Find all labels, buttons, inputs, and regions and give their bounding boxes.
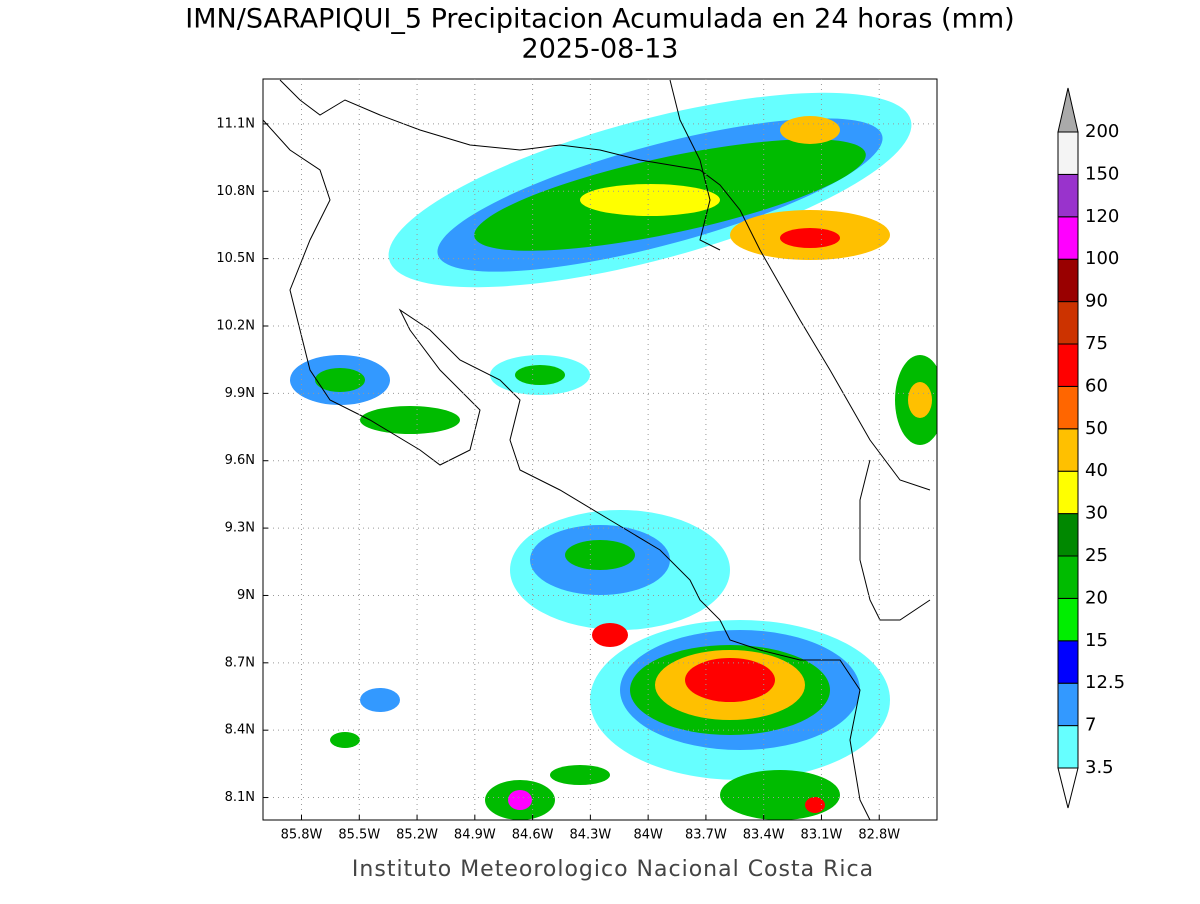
- colorbar-label: 30: [1085, 503, 1108, 524]
- colorbar-label: 150: [1085, 163, 1119, 184]
- colorbar-over: [1057, 87, 1079, 133]
- lat-tick-label: 9.9N: [225, 386, 255, 401]
- lat-tick-label: 10.8N: [216, 184, 255, 199]
- colorbar-box: [1057, 216, 1079, 260]
- lat-tick-label: 8.1N: [225, 790, 255, 805]
- colorbar-under: [1057, 767, 1079, 809]
- colorbar-box: [1057, 725, 1079, 769]
- title: IMN/SARAPIQUI_5 Precipitacion Acumulada …: [185, 4, 1014, 35]
- colorbar-label: 25: [1085, 545, 1108, 566]
- colorbar-box: [1057, 258, 1079, 303]
- colorbar-label: 20: [1085, 587, 1108, 608]
- subtitle: 2025-08-13: [522, 34, 679, 65]
- lon-tick-label: 83.4W: [743, 828, 785, 843]
- colorbar-box: [1057, 301, 1079, 345]
- lat-tick-label: 8.4N: [225, 723, 255, 738]
- colorbar-label: 120: [1085, 206, 1119, 227]
- colorbar-box: [1057, 173, 1079, 218]
- lat-tick-label: 10.2N: [216, 319, 255, 334]
- lon-tick-label: 84.6W: [512, 828, 554, 843]
- colorbar-label: 3.5: [1085, 757, 1114, 778]
- lon-tick-label: 85.2W: [396, 828, 438, 843]
- lat-tick-label: 11.1N: [216, 116, 255, 131]
- colorbar-label: 12.5: [1085, 672, 1125, 693]
- lat-tick-label: 9.6N: [225, 453, 255, 468]
- colorbar-box: [1057, 131, 1079, 175]
- lat-tick-label: 8.7N: [225, 655, 255, 670]
- colorbar-label: 40: [1085, 460, 1108, 481]
- colorbar-box: [1057, 682, 1079, 727]
- map-frame: [262, 78, 938, 821]
- colorbar-label: 60: [1085, 375, 1108, 396]
- lon-tick-label: 84.3W: [569, 828, 611, 843]
- colorbar-box: [1057, 343, 1079, 387]
- lon-tick-label: 82.8W: [858, 828, 900, 843]
- lon-tick-label: 83.7W: [685, 828, 727, 843]
- colorbar-label: 90: [1085, 291, 1108, 312]
- colorbar-box: [1057, 385, 1079, 430]
- colorbar-label: 15: [1085, 630, 1108, 651]
- footer: Instituto Meteorologico Nacional Costa R…: [352, 857, 874, 882]
- colorbar-box: [1057, 470, 1079, 515]
- colorbar-box: [1057, 597, 1079, 642]
- lon-tick-label: 84.9W: [454, 828, 496, 843]
- colorbar-box: [1057, 513, 1079, 557]
- lat-tick-label: 9.3N: [225, 521, 255, 536]
- precip-field: [262, 79, 937, 821]
- lon-tick-label: 83.1W: [801, 828, 843, 843]
- lat-tick-label: 10.5N: [216, 251, 255, 266]
- lon-tick-label: 85.8W: [281, 828, 323, 843]
- colorbar-label: 50: [1085, 418, 1108, 439]
- colorbar-box: [1057, 555, 1079, 599]
- colorbar-label: 100: [1085, 248, 1119, 269]
- colorbar-label: 75: [1085, 333, 1108, 354]
- lon-tick-label: 85.5W: [338, 828, 380, 843]
- colorbar-box: [1057, 640, 1079, 684]
- lon-tick-label: 84W: [633, 828, 663, 843]
- lat-tick-label: 9N: [237, 588, 255, 603]
- colorbar-label: 200: [1085, 121, 1119, 142]
- colorbar-box: [1057, 428, 1079, 472]
- colorbar-label: 7: [1085, 715, 1096, 736]
